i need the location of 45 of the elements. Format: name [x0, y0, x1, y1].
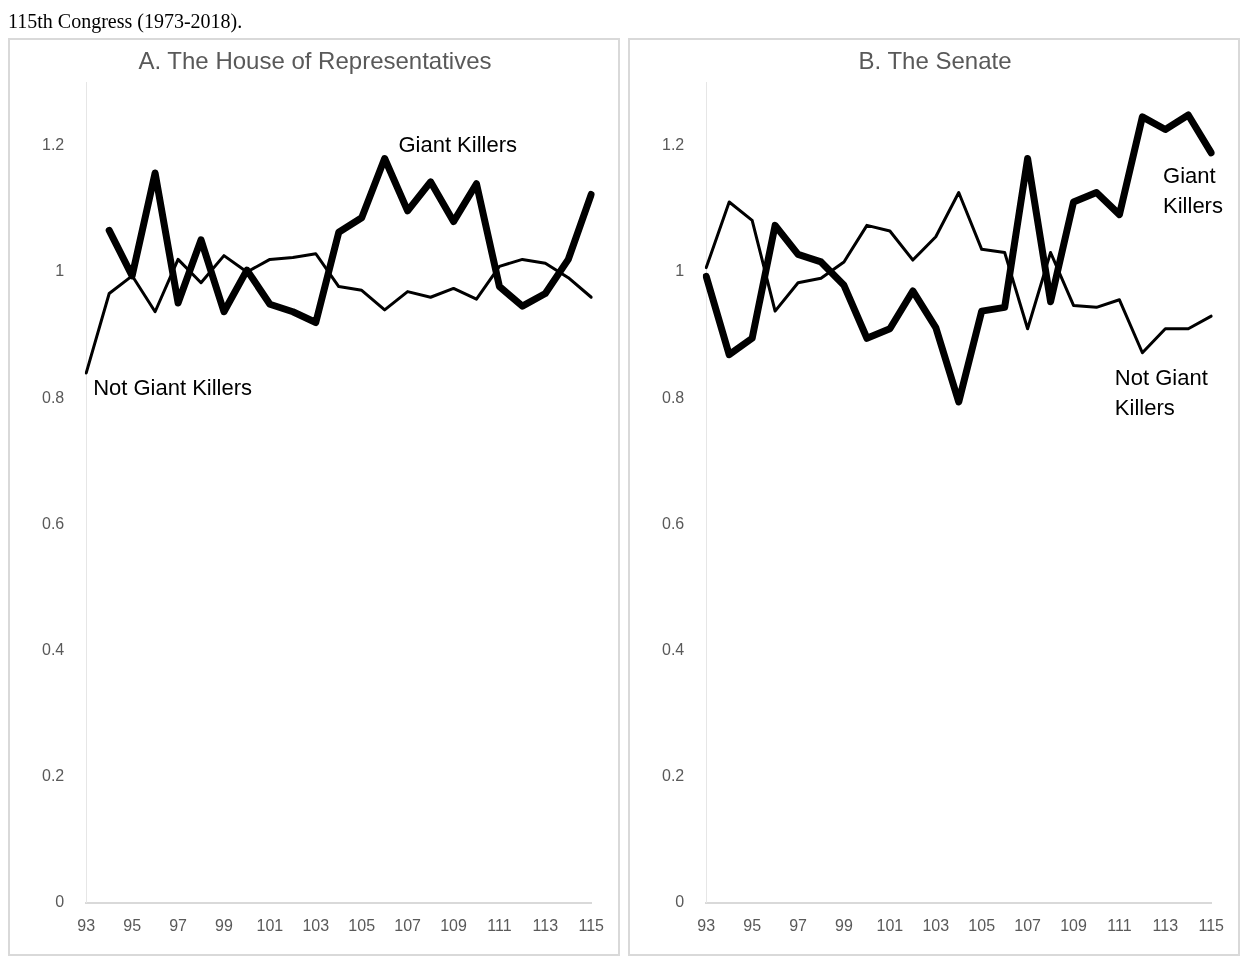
- x-tick-label: 111: [1107, 916, 1132, 934]
- y-tick-label: 1.2: [41, 136, 65, 154]
- x-tick-label: 101: [256, 916, 284, 934]
- x-tick-label: 113: [532, 916, 559, 934]
- x-tick-label: 103: [922, 916, 950, 934]
- x-tick-label: 95: [743, 916, 762, 934]
- y-tick-label: 0.4: [661, 640, 685, 658]
- series-label: Giant Killers: [398, 131, 518, 157]
- y-tick-label: 0.4: [41, 640, 65, 658]
- x-tick-label: 99: [835, 916, 853, 934]
- x-tick-label: 113: [1152, 916, 1179, 934]
- x-tick-label: 107: [1014, 916, 1042, 934]
- y-tick-label: 0: [675, 893, 685, 911]
- series-label: Not Giant Killers: [93, 374, 253, 400]
- x-tick-label: 105: [348, 916, 376, 934]
- series-label: Not Giant Killers: [1114, 365, 1208, 421]
- x-tick-label: 93: [697, 916, 716, 934]
- x-tick-label: 109: [1060, 916, 1087, 934]
- x-tick-label: 99: [215, 916, 233, 934]
- x-tick-label: 103: [302, 916, 330, 934]
- chart-title: A. The House of Representatives: [138, 47, 492, 75]
- y-tick-label: 0.8: [41, 388, 65, 406]
- x-tick-label: 101: [876, 916, 904, 934]
- x-tick-label: 97: [789, 916, 808, 934]
- x-tick-label: 115: [1198, 916, 1225, 934]
- x-tick-label: 107: [394, 916, 422, 934]
- series-label: Giant Killers: [1163, 163, 1223, 219]
- x-tick-label: 111: [487, 916, 512, 934]
- x-tick-label: 115: [578, 916, 605, 934]
- y-tick-label: 1: [675, 262, 685, 280]
- x-tick-label: 109: [440, 916, 467, 934]
- text: 115th Congress (1973-2018).: [8, 9, 244, 34]
- y-tick-label: 1.2: [661, 136, 685, 154]
- y-tick-label: 0.2: [661, 767, 685, 785]
- chart-title: B. The Senate: [858, 47, 1012, 75]
- y-tick-label: 0.6: [41, 514, 65, 532]
- y-tick-label: 1: [55, 262, 65, 280]
- y-tick-label: 0.6: [661, 514, 685, 532]
- y-tick-label: 0: [55, 893, 65, 911]
- x-tick-label: 93: [77, 916, 96, 934]
- x-tick-label: 105: [968, 916, 996, 934]
- y-tick-label: 0.8: [661, 388, 685, 406]
- x-tick-label: 97: [169, 916, 188, 934]
- x-tick-label: 95: [123, 916, 142, 934]
- y-tick-label: 0.2: [41, 767, 65, 785]
